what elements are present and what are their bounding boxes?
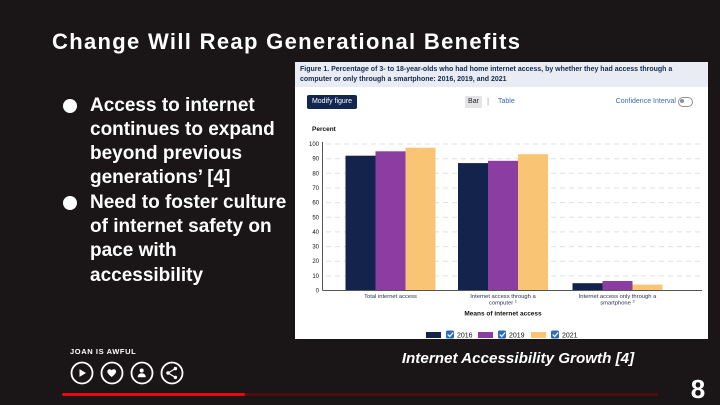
svg-text:Internet access through a: Internet access through a: [470, 294, 536, 300]
svg-text:2016: 2016: [457, 333, 473, 340]
svg-text:Means of internet access: Means of internet access: [464, 311, 542, 318]
svg-text:Total internet access: Total internet access: [364, 294, 417, 300]
svg-text:2019: 2019: [509, 333, 525, 340]
svg-text:computer 1: computer 1: [489, 298, 518, 307]
svg-text:70: 70: [312, 186, 319, 192]
svg-text:20: 20: [312, 259, 319, 265]
svg-text:0: 0: [316, 289, 320, 295]
svg-text:50: 50: [312, 215, 319, 221]
svg-text:smartphone 2: smartphone 2: [600, 298, 635, 307]
svg-text:40: 40: [312, 230, 319, 236]
svg-text:80: 80: [312, 171, 319, 177]
svg-text:2021: 2021: [562, 333, 578, 340]
svg-text:60: 60: [312, 201, 319, 207]
svg-text:10: 10: [312, 274, 319, 280]
svg-text:90: 90: [312, 157, 319, 163]
svg-text:100: 100: [309, 142, 320, 148]
svg-text:30: 30: [312, 245, 319, 251]
svg-text:Internet access only through a: Internet access only through a: [579, 294, 657, 300]
